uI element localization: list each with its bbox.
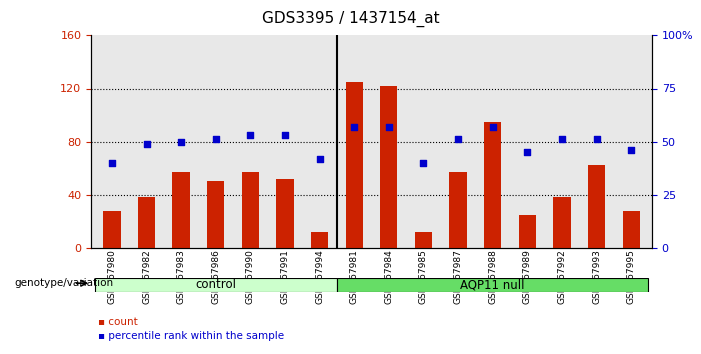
Text: genotype/variation: genotype/variation <box>14 278 113 288</box>
FancyBboxPatch shape <box>95 278 337 292</box>
Bar <box>519 215 536 248</box>
Point <box>175 139 186 144</box>
Bar <box>276 179 294 248</box>
Point <box>452 137 463 142</box>
Bar <box>172 172 190 248</box>
Text: ▪ percentile rank within the sample: ▪ percentile rank within the sample <box>98 331 285 341</box>
Point <box>348 124 360 130</box>
Point <box>591 137 602 142</box>
Bar <box>207 181 224 248</box>
Point <box>383 124 395 130</box>
Bar <box>415 232 432 248</box>
Point <box>245 132 256 138</box>
Bar <box>484 122 501 248</box>
Point <box>280 132 291 138</box>
Bar <box>242 172 259 248</box>
Text: ▪ count: ▪ count <box>98 317 138 327</box>
Point <box>625 147 637 153</box>
Bar <box>449 172 467 248</box>
Bar <box>622 211 640 248</box>
Text: GDS3395 / 1437154_at: GDS3395 / 1437154_at <box>261 11 440 27</box>
Bar <box>380 86 397 248</box>
Point <box>557 137 568 142</box>
Point <box>314 156 325 161</box>
Bar <box>311 232 328 248</box>
FancyBboxPatch shape <box>337 278 648 292</box>
Point <box>210 137 222 142</box>
Point <box>141 141 152 147</box>
Text: control: control <box>196 279 236 291</box>
Bar <box>346 82 363 248</box>
Point <box>418 160 429 166</box>
Point <box>107 160 118 166</box>
Bar <box>138 198 155 248</box>
Bar <box>553 198 571 248</box>
Point <box>522 149 533 155</box>
Bar <box>588 166 605 248</box>
Bar <box>103 211 121 248</box>
Text: AQP11 null: AQP11 null <box>461 279 525 291</box>
Point <box>487 124 498 130</box>
